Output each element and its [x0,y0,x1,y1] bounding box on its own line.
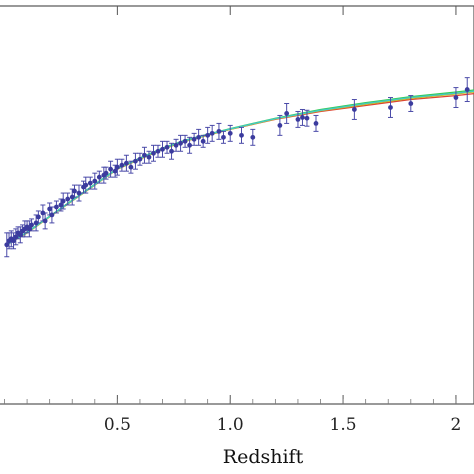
data-point [205,132,211,138]
data-point [65,196,71,202]
x-tick-label: 0.5 [104,415,131,435]
data-point [196,134,202,140]
data-point [40,210,46,216]
data-point [151,150,156,156]
x-tick-label: 1.0 [217,415,244,435]
data-point [33,220,39,226]
x-tick-label: 1.5 [330,415,357,435]
data-point [388,105,393,110]
data-point [96,174,102,180]
data-point [182,138,188,144]
error-bars [4,77,470,258]
data-point [137,156,143,162]
data-point [191,136,197,142]
data-point [87,180,93,186]
data-point [408,101,414,106]
data-point [351,107,357,112]
data-point [11,238,16,244]
x-axis-ticks: 0.5 1.0 1.5 2 [4,6,462,435]
data-point [4,242,10,248]
data-point [155,148,161,154]
data-point [142,152,147,158]
data-point [300,115,305,120]
data-point [146,154,152,160]
data-point [277,123,283,128]
data-point [164,144,170,150]
data-point [187,142,193,148]
data-point [119,162,125,168]
data-point [60,198,66,204]
data-point [92,178,98,184]
data-point [169,148,174,154]
data-point [54,204,59,210]
data-point [58,202,64,208]
data-point [124,160,129,166]
data-point [69,194,75,200]
data-point [47,206,53,212]
plot-frame [0,5,474,405]
data-point [464,87,470,92]
fit-curve-2 [6,91,474,246]
data-point [453,95,459,100]
data-point [72,188,77,194]
data-point [103,170,109,176]
data-point [221,134,226,140]
data-point [83,182,89,188]
data-point [284,111,290,116]
x-axis-label: Redshift [223,446,304,468]
fit-curve-1 [6,92,474,246]
data-point [35,214,41,220]
data-point [216,128,222,134]
fit-curve-4 [6,90,474,246]
data-point [42,218,48,224]
x-tick-label: 2 [451,415,462,435]
fit-curves [6,89,474,246]
data-point [250,134,256,140]
data-point [173,142,179,148]
data-point [160,146,165,152]
data-point [112,168,118,174]
data-point [313,121,319,126]
data-point [209,130,215,136]
data-point [133,158,138,164]
data-point [128,164,134,170]
data-point [239,132,244,138]
data-point [76,190,82,196]
data-point [13,234,19,240]
data-point [49,212,55,218]
data-point [108,166,113,172]
data-point [114,164,120,170]
data-point [17,232,23,238]
data-point [178,140,183,146]
data-point [304,115,310,121]
data-point [200,138,206,144]
data-point [227,130,233,136]
data-points [4,87,470,248]
data-point [29,222,34,228]
data-point [295,117,301,122]
data-point [26,226,32,232]
fit-curve-3 [6,89,474,246]
